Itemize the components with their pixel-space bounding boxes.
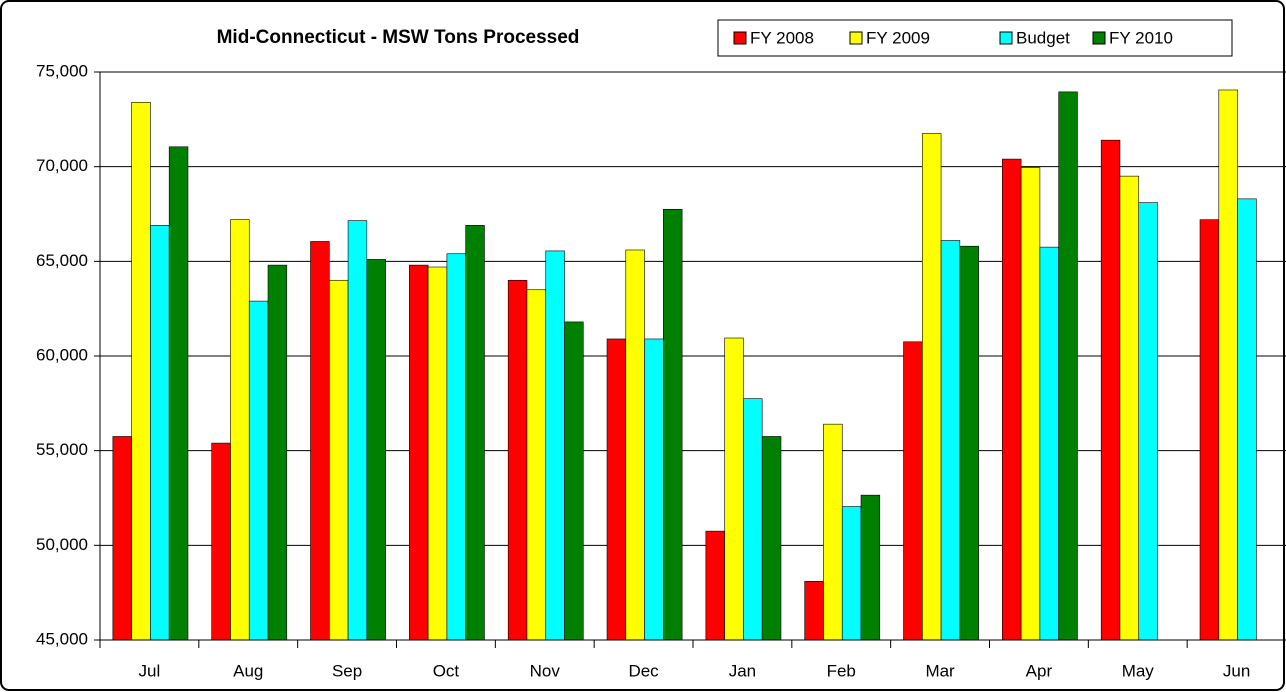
- bar: [211, 442, 231, 641]
- legend-swatch: [1092, 31, 1106, 45]
- y-tick-label: 45,000: [36, 629, 88, 648]
- x-tick-label: Nov: [530, 661, 561, 680]
- bar: [1119, 175, 1140, 641]
- legend-swatch: [849, 31, 863, 45]
- bar: [804, 581, 824, 641]
- bar: [310, 241, 330, 641]
- x-tick-label: Jun: [1223, 661, 1250, 680]
- legend-label: FY 2009: [866, 28, 930, 47]
- bar: [131, 101, 151, 641]
- x-tick-label: Jul: [139, 661, 161, 680]
- y-tick-label: 60,000: [36, 345, 88, 364]
- chart-title: Mid-Connecticut - MSW Tons Processed: [217, 27, 580, 48]
- x-tick-label: Aug: [233, 661, 263, 680]
- bar: [366, 259, 386, 641]
- x-tick-label: Sep: [332, 661, 362, 680]
- bar: [267, 264, 288, 641]
- bar: [1218, 89, 1238, 641]
- bar: [1237, 198, 1257, 641]
- bar: [507, 279, 528, 641]
- bar: [663, 208, 683, 641]
- y-tick-label: 75,000: [36, 61, 88, 80]
- bar: [1002, 158, 1022, 641]
- bar: [724, 337, 744, 641]
- bar: [446, 253, 466, 641]
- bar: [959, 245, 979, 641]
- bar: [465, 225, 485, 641]
- bar: [823, 423, 843, 641]
- bar: [1039, 246, 1059, 641]
- bar: [903, 341, 923, 641]
- x-tick-label: Feb: [827, 661, 856, 680]
- bar: [427, 266, 448, 641]
- legend-label: FY 2010: [1109, 28, 1173, 47]
- bar: [940, 240, 961, 641]
- bar: [1199, 219, 1220, 641]
- bar: [347, 220, 368, 641]
- x-tick-label: May: [1122, 661, 1155, 680]
- bar: [705, 530, 725, 641]
- bar: [743, 398, 763, 641]
- x-tick-label: Jan: [729, 661, 756, 680]
- bar: [860, 494, 881, 641]
- bar: [328, 279, 349, 641]
- y-tick-label: 70,000: [36, 156, 88, 175]
- bar: [564, 321, 584, 641]
- bar: [112, 436, 132, 641]
- x-tick-label: Mar: [925, 661, 955, 680]
- bar: [248, 300, 269, 641]
- y-tick-label: 65,000: [36, 251, 88, 270]
- x-tick-label: Oct: [433, 661, 460, 680]
- bar: [625, 249, 645, 641]
- x-tick-label: Dec: [628, 661, 659, 680]
- bar: [1058, 91, 1078, 641]
- bar: [526, 289, 547, 641]
- bar: [841, 506, 862, 641]
- bar: [1100, 139, 1121, 641]
- y-tick-label: 55,000: [36, 440, 88, 459]
- bar: [409, 264, 429, 641]
- legend-swatch: [733, 31, 747, 45]
- legend-box: [717, 19, 1233, 57]
- y-tick-label: 50,000: [36, 535, 88, 554]
- legend-label: Budget: [1016, 28, 1070, 47]
- bar: [761, 436, 782, 641]
- bar: [644, 338, 664, 641]
- x-tick-label: Apr: [1026, 661, 1053, 680]
- bar: [150, 225, 170, 641]
- bar: [545, 250, 565, 641]
- bar: [606, 338, 627, 641]
- legend-swatch: [999, 31, 1013, 45]
- bar: [168, 146, 189, 641]
- bar: [230, 219, 250, 641]
- bar: [1020, 167, 1041, 641]
- legend-label: FY 2008: [750, 28, 814, 47]
- bar: [1138, 202, 1158, 641]
- bar: [921, 133, 942, 641]
